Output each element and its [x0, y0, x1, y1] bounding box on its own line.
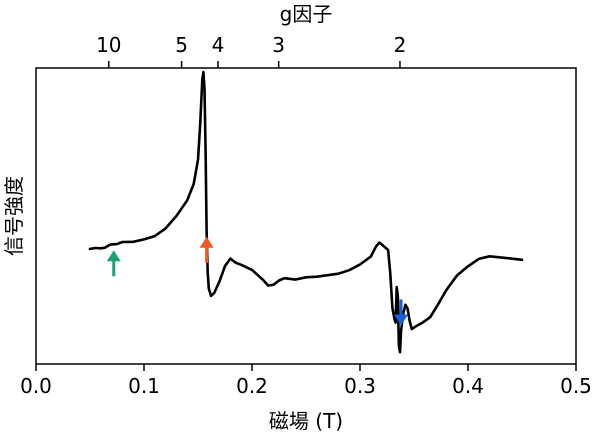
top-tick-label: 4	[212, 33, 225, 57]
arrow-up-icon	[106, 250, 121, 277]
x-tick-label: 0.1	[128, 374, 160, 398]
plot-frame	[35, 67, 577, 365]
bottom-axis: 0.0 0.1 0.2 0.3 0.4 0.5	[20, 364, 592, 398]
arrow-down-icon	[394, 299, 409, 326]
spectrum-line	[88, 70, 524, 354]
arrow-up-icon	[199, 236, 214, 263]
x-tick-label: 0.5	[560, 374, 592, 398]
top-tick-label: 5	[175, 33, 188, 57]
top-axis-title: g因子	[280, 2, 333, 26]
x-tick-label: 0.3	[344, 374, 376, 398]
x-tick-label: 0.4	[452, 374, 484, 398]
series-layer	[88, 70, 524, 354]
y-axis-title: 信号強度	[2, 176, 26, 256]
x-tick-label: 0.0	[20, 374, 52, 398]
top-tick-label: 3	[272, 33, 285, 57]
top-tick-label: 2	[394, 33, 407, 57]
top-axis: 10 5 4 3 2	[96, 33, 406, 68]
x-axis-title: 磁場 (T)	[269, 409, 343, 433]
top-tick-label: 10	[96, 33, 121, 57]
x-tick-label: 0.2	[236, 374, 268, 398]
annotation-layer	[106, 236, 409, 326]
